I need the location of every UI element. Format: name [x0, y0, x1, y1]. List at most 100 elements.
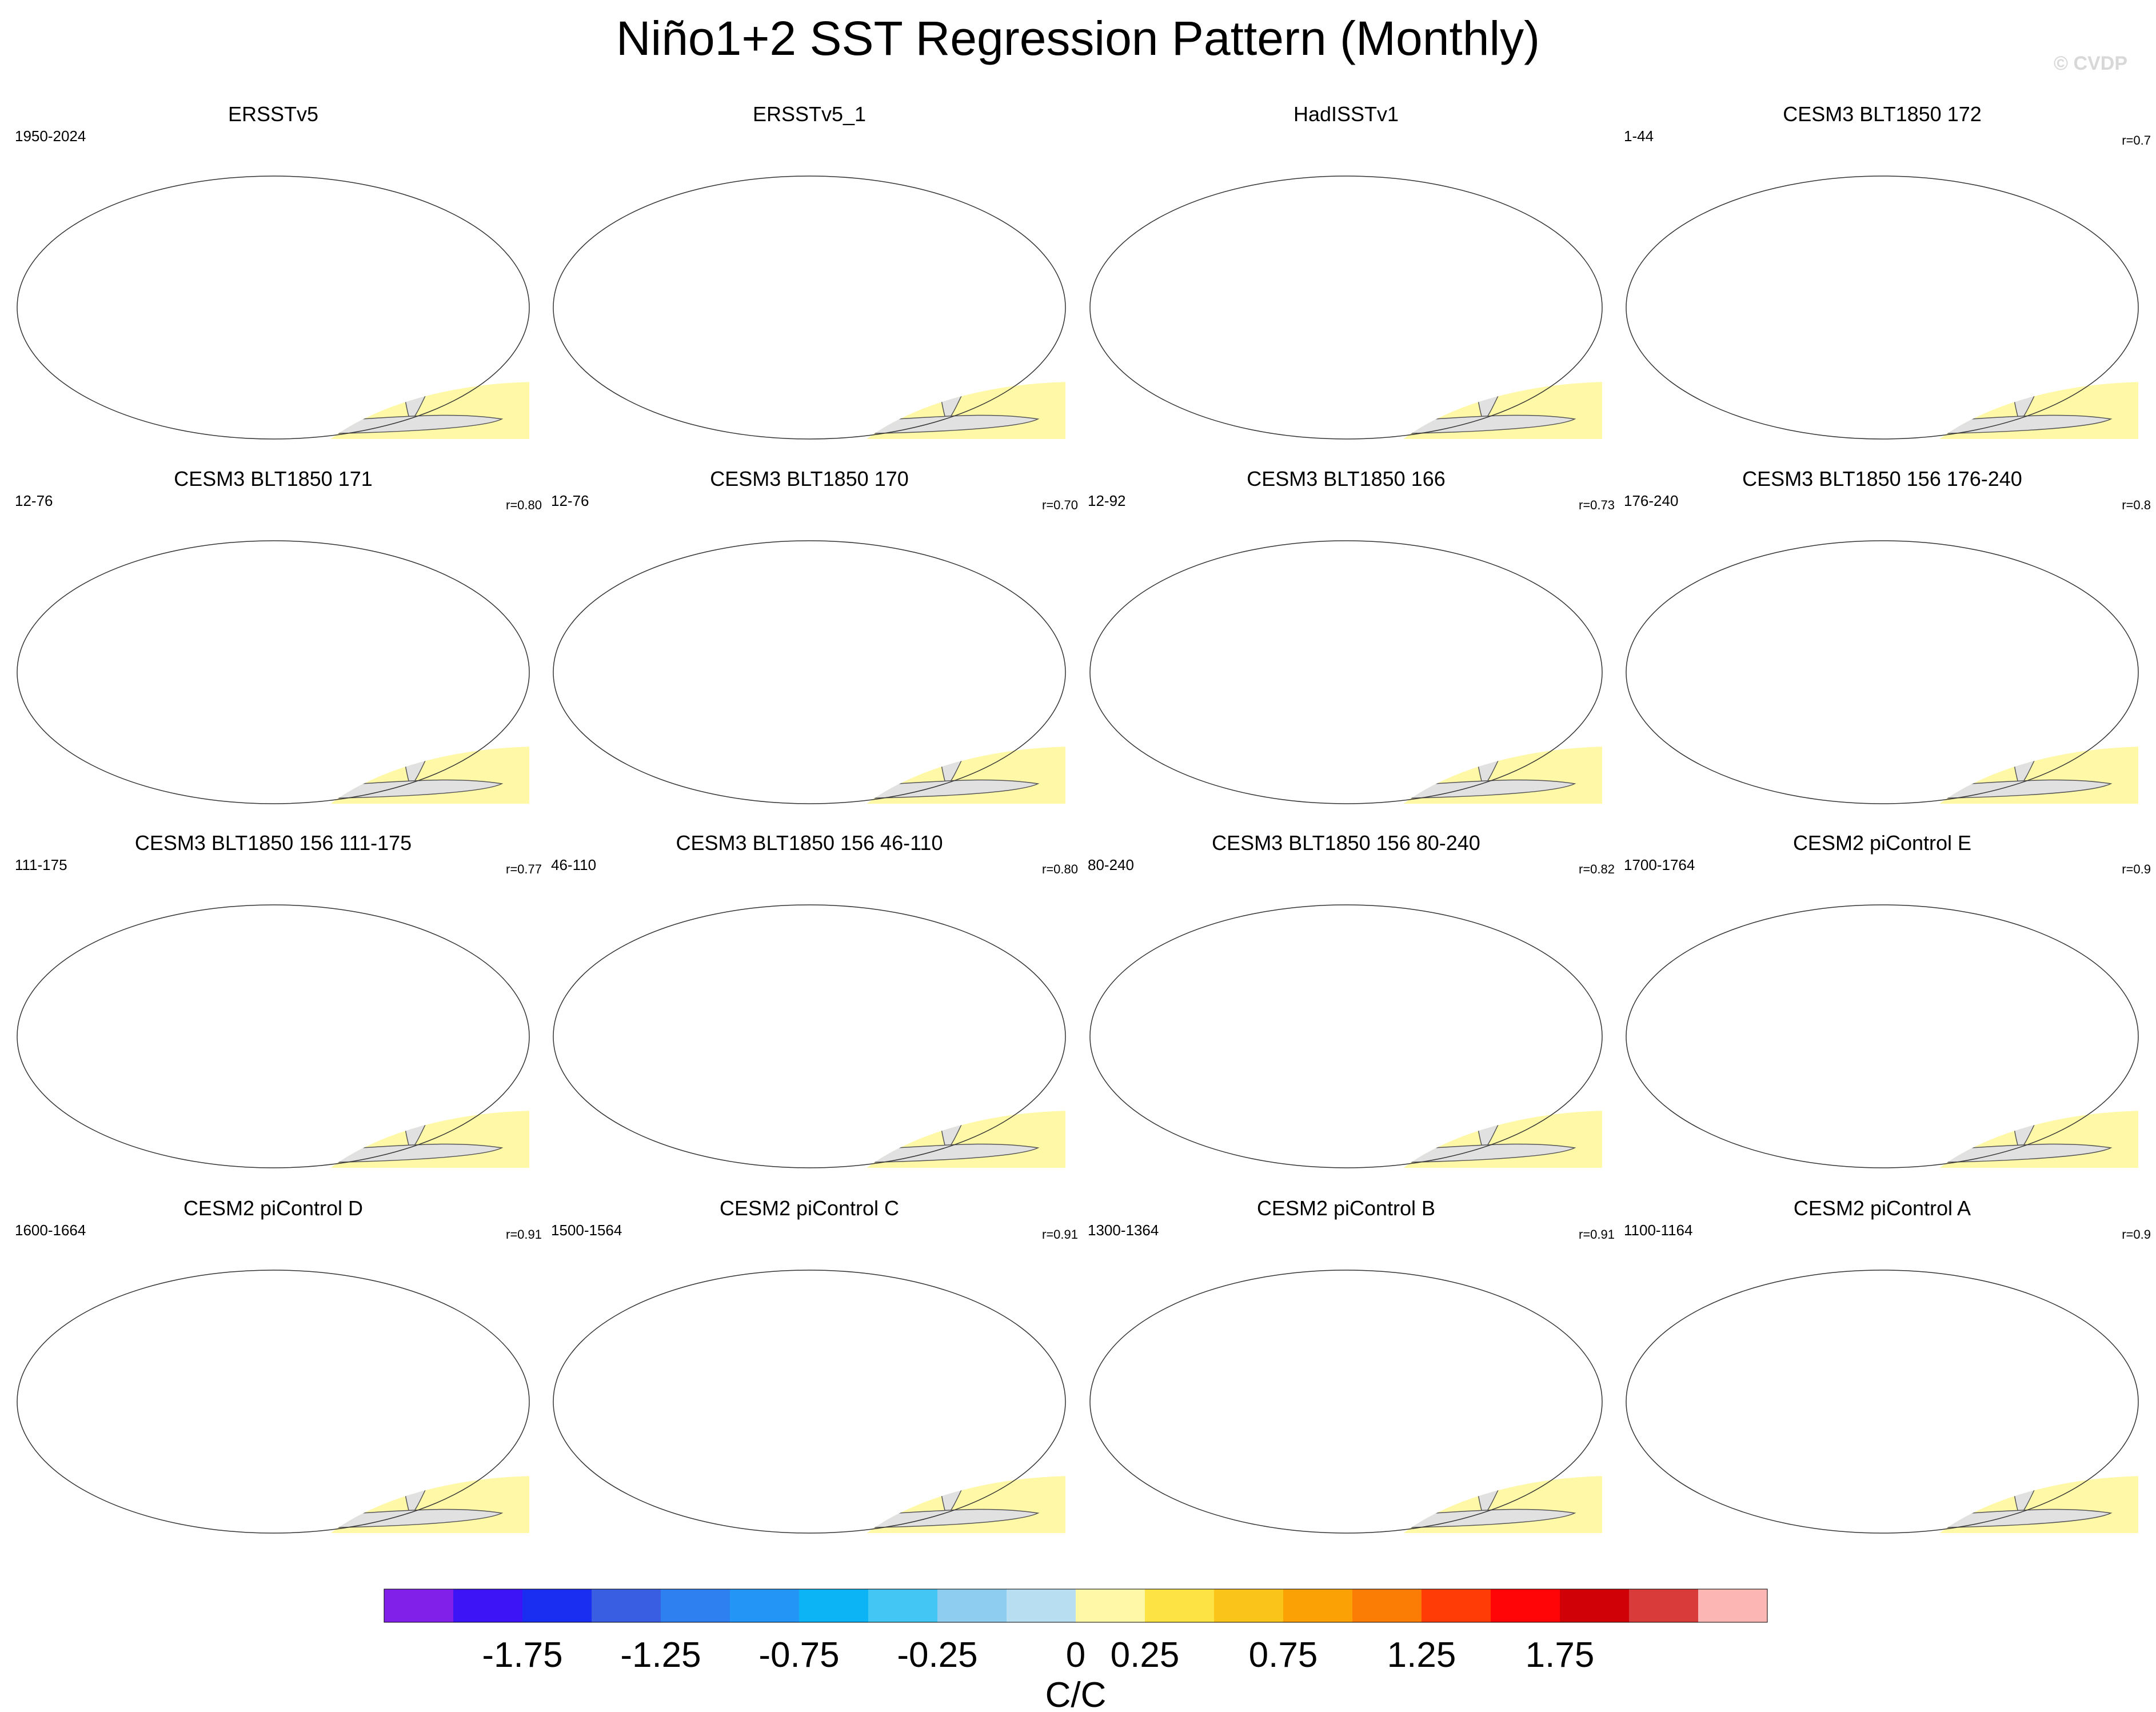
- sst-field: [1895, 1111, 2138, 1168]
- sst-anomaly-contour: [90, 991, 285, 1036]
- land-mass: [1556, 1111, 1602, 1112]
- colorbar-bin: [1007, 1589, 1076, 1622]
- land-mass: [1404, 544, 1545, 651]
- panel-title: CESM3 BLT1850 156 111-175: [134, 831, 412, 855]
- sst-anomaly-contour: [924, 1333, 1015, 1402]
- sst-anomaly-contour: [1420, 672, 1489, 684]
- colorbar-tick-label: 1.25: [1387, 1635, 1456, 1675]
- panel-title: CESM3 BLT1850 166: [1247, 467, 1446, 490]
- sst-anomaly-contour: [1359, 1476, 1455, 1490]
- land-mass: [1626, 1029, 1651, 1100]
- sst-anomaly-contour: [735, 951, 849, 985]
- sst-anomaly-contour: [915, 308, 949, 318]
- land-mass: [867, 544, 1008, 651]
- sst-anomaly-contour: [1997, 968, 2088, 1036]
- panel-title: CESM3 BLT1850 172: [1783, 102, 1982, 126]
- sst-anomaly-contour: [1951, 1037, 2008, 1044]
- land-mass: [484, 747, 529, 748]
- sst-anomaly-contour: [1289, 1391, 1518, 1419]
- map-panel: CESM3 BLT1850 172 1-44 r=0.7: [1614, 102, 2151, 468]
- panel-title: CESM2 piControl A: [1793, 1196, 1971, 1220]
- land-mass: [558, 181, 777, 288]
- panel-title: HadISSTv1: [1293, 102, 1399, 126]
- panel-years: 46-110: [551, 856, 597, 873]
- map-panel: CESM3 BLT1850 156 80-240 80-240 r=0.82: [1077, 831, 1615, 1196]
- land-mass: [822, 1509, 1040, 1529]
- colorbar-bin: [1283, 1589, 1352, 1622]
- panel-pattern-correlation: r=0.91: [1579, 1227, 1615, 1242]
- sst-field: [1895, 1476, 2138, 1533]
- colorbar-bin: [384, 1589, 453, 1622]
- sst-anomaly-contour: [2002, 638, 2105, 729]
- sst-anomaly-contour: [286, 382, 319, 393]
- land-mass: [1359, 779, 1576, 799]
- sst-anomaly-contour: [1462, 673, 1487, 683]
- panel-years: 111-175: [15, 856, 67, 873]
- land-mass: [1095, 181, 1314, 288]
- land-mass: [1631, 181, 1850, 288]
- colorbar-bin: [799, 1589, 868, 1622]
- sst-anomaly-contour: [1135, 330, 1317, 388]
- map-outline: [1089, 540, 1603, 804]
- sst-anomaly-contour: [929, 1002, 1032, 1094]
- land-mass: [286, 1509, 504, 1529]
- land-mass: [1095, 545, 1314, 653]
- sst-field: [286, 382, 529, 439]
- sst-anomaly-contour: [1894, 668, 2031, 685]
- land-mass: [116, 702, 183, 743]
- sst-anomaly-contour: [1871, 1032, 2042, 1050]
- sst-anomaly-contour: [379, 308, 413, 318]
- land-mass: [286, 779, 504, 799]
- land-mass: [2093, 1476, 2138, 1477]
- land-mass: [1626, 665, 1651, 736]
- sst-anomaly-contour: [1895, 382, 2065, 393]
- colorbar-bin: [730, 1589, 799, 1622]
- panel-title: CESM3 BLT1850 156 46-110: [676, 831, 943, 855]
- land-mass: [1189, 1431, 1256, 1472]
- sst-anomaly-contour: [376, 228, 479, 296]
- panel-years: 12-76: [551, 492, 589, 509]
- sst-anomaly-contour: [1359, 747, 1529, 758]
- land-mass: [558, 545, 777, 653]
- colorbar-bin: [592, 1589, 661, 1622]
- sst-anomaly-contour: [1460, 1333, 1552, 1402]
- panel-title: CESM2 piControl E: [1792, 831, 1972, 855]
- sst-anomaly-contour: [205, 663, 433, 688]
- panel-title: CESM3 BLT1850 171: [174, 467, 373, 490]
- sst-anomaly-contour: [322, 305, 419, 321]
- sst-anomaly-contour: [1676, 1410, 1894, 1473]
- map-plot: [1089, 540, 1603, 804]
- sst-anomaly-contour: [389, 673, 414, 683]
- sst-anomaly-contour: [626, 991, 821, 1036]
- sst-field: [822, 382, 1065, 439]
- sst-anomaly-contour: [205, 328, 410, 373]
- land-mass: [1359, 414, 1576, 434]
- panel-years: 176-240: [1624, 492, 1679, 509]
- land-mass: [331, 179, 472, 286]
- colorbar-bin: [1145, 1589, 1214, 1622]
- map-plot: [1626, 904, 2139, 1168]
- land-mass: [1404, 1273, 1545, 1380]
- sst-anomaly-contour: [695, 1327, 878, 1373]
- sst-anomaly-contour: [741, 328, 947, 373]
- land-mass: [1404, 179, 1545, 286]
- map-panel: CESM2 piControl D 1600-1664 r=0.91: [5, 1196, 542, 1562]
- land-mass: [1725, 337, 1792, 378]
- panel-years: 1950-2024: [15, 127, 86, 145]
- sst-anomaly-contour: [741, 663, 969, 688]
- land-mass: [1556, 747, 1602, 748]
- map-plot: [17, 1270, 530, 1534]
- map-outline: [17, 904, 530, 1168]
- sst-anomaly-contour: [1277, 328, 1483, 373]
- map-plot: [1089, 1270, 1603, 1534]
- sst-anomaly-contour: [159, 1384, 456, 1424]
- panel-years: 12-92: [1088, 492, 1126, 509]
- sst-anomaly-contour: [1699, 1013, 1802, 1059]
- sst-anomaly-contour: [1163, 1379, 1266, 1424]
- land-mass: [1020, 747, 1065, 748]
- panel-title: CESM3 BLT1850 170: [710, 467, 909, 490]
- land-mass: [1631, 909, 1850, 1017]
- map-outline: [1626, 175, 2139, 440]
- sst-field: [822, 747, 1065, 804]
- sst-anomaly-contour: [286, 1111, 456, 1122]
